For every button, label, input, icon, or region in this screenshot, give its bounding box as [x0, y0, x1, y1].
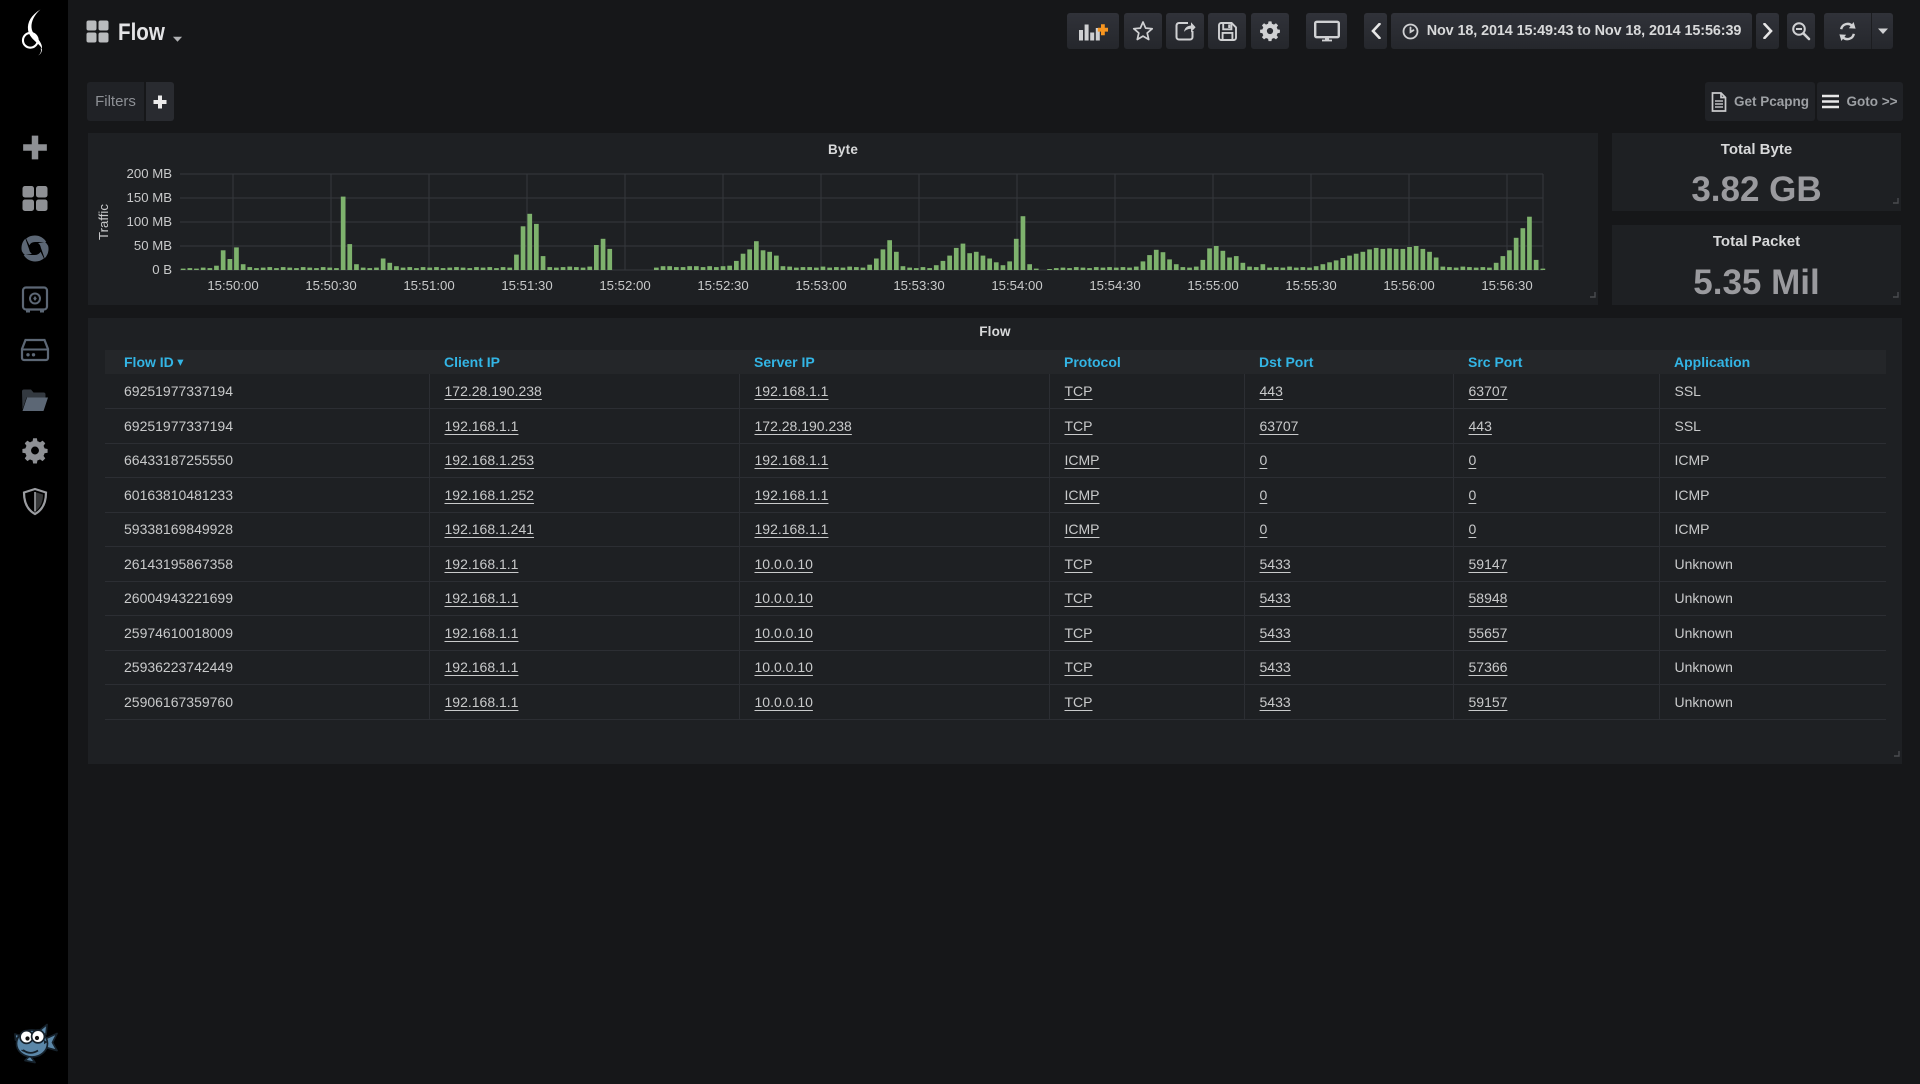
svg-text:15:56:00: 15:56:00	[1383, 278, 1434, 293]
svg-text:Traffic: Traffic	[96, 204, 111, 240]
svg-text:0 B: 0 B	[152, 262, 172, 277]
svg-text:15:54:00: 15:54:00	[991, 278, 1042, 293]
svg-text:15:50:30: 15:50:30	[305, 278, 356, 293]
svg-text:15:56:30: 15:56:30	[1481, 278, 1532, 293]
svg-text:150 MB: 150 MB	[127, 190, 173, 205]
svg-text:15:55:00: 15:55:00	[1187, 278, 1238, 293]
svg-text:100 MB: 100 MB	[127, 214, 173, 229]
svg-text:15:51:00: 15:51:00	[403, 278, 454, 293]
svg-text:15:52:00: 15:52:00	[599, 278, 650, 293]
svg-text:15:55:30: 15:55:30	[1285, 278, 1336, 293]
svg-text:15:51:30: 15:51:30	[501, 278, 552, 293]
svg-text:200 MB: 200 MB	[127, 166, 173, 181]
svg-text:15:53:30: 15:53:30	[893, 278, 944, 293]
svg-text:15:54:30: 15:54:30	[1089, 278, 1140, 293]
svg-text:50 MB: 50 MB	[134, 238, 172, 253]
svg-text:15:53:00: 15:53:00	[795, 278, 846, 293]
svg-text:15:52:30: 15:52:30	[697, 278, 748, 293]
svg-text:15:50:00: 15:50:00	[207, 278, 258, 293]
